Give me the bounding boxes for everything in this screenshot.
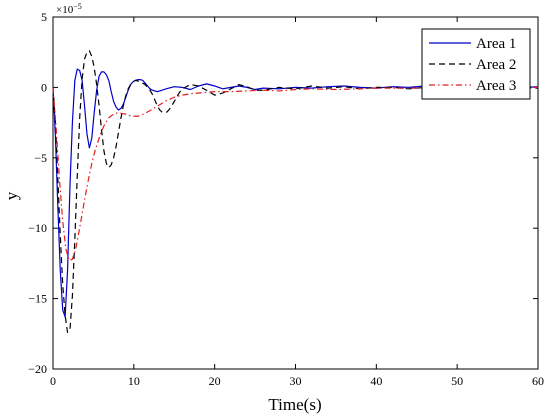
y-tick-label: −10 [28, 221, 47, 235]
legend-item-area-1: Area 1 [429, 36, 516, 52]
x-tick-label: 60 [532, 374, 544, 388]
y-tick-label: −15 [28, 292, 47, 306]
y-tick-label: 0 [41, 80, 47, 94]
y-tick-label: 5 [41, 10, 47, 24]
x-tick-label: 0 [50, 374, 56, 388]
y-exponent-label: ×10−5 [56, 2, 82, 16]
x-tick-label: 10 [128, 374, 140, 388]
x-tick-label: 20 [209, 374, 221, 388]
x-axis-ticks: 0 10 20 30 40 50 60 [50, 17, 544, 388]
x-tick-label: 40 [370, 374, 382, 388]
legend-label-area-1: Area 1 [476, 36, 516, 52]
series-layer [52, 50, 539, 333]
series-line-area-3 [52, 86, 538, 262]
legend-item-area-3: Area 3 [429, 78, 516, 94]
series-line-area-1 [52, 68, 539, 318]
x-tick-label: 50 [451, 374, 463, 388]
legend-label-area-3: Area 3 [476, 78, 516, 94]
y-exponent-power: −5 [73, 2, 82, 11]
y-tick-label: −5 [34, 151, 47, 165]
y-tick-label: −20 [28, 362, 47, 376]
legend: Area 1 Area 2 Area 3 [421, 28, 531, 100]
x-axis-label: Time(s) [268, 395, 321, 414]
y-axis-ticks: 5 0 −5 −10 −15 −20 [28, 10, 538, 376]
y-axis-label: y [2, 191, 21, 200]
x-tick-label: 30 [290, 374, 302, 388]
legend-label-area-2: Area 2 [476, 57, 516, 73]
legend-item-area-2: Area 2 [429, 57, 516, 73]
series-line-area-2 [52, 50, 539, 333]
